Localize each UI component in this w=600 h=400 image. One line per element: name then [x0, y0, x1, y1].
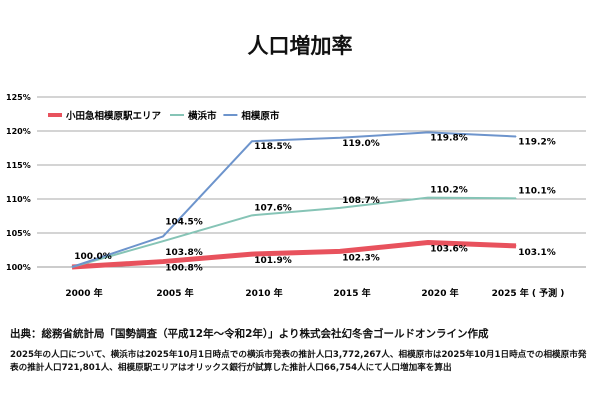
- data-point: [71, 266, 73, 268]
- y-tick-label: 120%: [6, 127, 31, 136]
- data-label: 118.5%: [254, 142, 292, 152]
- x-tick-label: 2000 年: [65, 287, 102, 299]
- data-point: [251, 253, 253, 255]
- x-tick-label: 2025 年 ( 予測 ): [492, 287, 565, 299]
- data-label: 110.2%: [430, 186, 468, 196]
- data-label: 101.9%: [254, 256, 292, 266]
- y-tick-label: 110%: [6, 195, 31, 204]
- data-point: [339, 250, 341, 252]
- data-point: [515, 197, 517, 199]
- data-label: 108.7%: [342, 196, 380, 206]
- legend-label: 小田急相模原駅エリア: [65, 110, 162, 122]
- data-point: [162, 261, 164, 263]
- legend-label: 横浜市: [188, 110, 217, 122]
- x-tick-label: 2005 年: [156, 287, 193, 299]
- data-label: 103.6%: [430, 245, 468, 255]
- data-label: 107.6%: [254, 203, 292, 213]
- data-point: [515, 245, 517, 247]
- series-line-0: [71, 240, 517, 270]
- data-point: [427, 242, 429, 244]
- y-tick-label: 105%: [6, 229, 31, 238]
- data-label: 102.3%: [342, 253, 380, 263]
- legend-label: 相模原市: [241, 110, 280, 122]
- x-tick-label: 2010 年: [245, 287, 282, 299]
- note-text: 2025年の人口について、横浜市は2025年10月1日時点での横浜市発表の推計人…: [10, 350, 587, 373]
- data-label: 103.1%: [518, 248, 556, 258]
- data-point: [251, 140, 253, 142]
- data-point: [251, 214, 253, 216]
- data-label: 100.8%: [165, 264, 203, 274]
- series-line-2: [71, 131, 517, 268]
- data-label: 100.0%: [74, 252, 112, 262]
- data-label: 103.8%: [165, 248, 203, 258]
- line-chart: 100% 105% 110% 115% 120% 125% 2000 年 2005 年 2010…: [6, 93, 586, 299]
- x-tick-label: 2015 年: [333, 287, 370, 299]
- data-point: [515, 135, 517, 137]
- y-tick-label: 125%: [6, 93, 31, 102]
- y-tick-label: 115%: [6, 161, 31, 170]
- chart-title: 人口増加率: [247, 34, 353, 58]
- source-text: 出典：総務省統計局「国勢調査（平成12年～令和2年）」より株式会社幻冬舎ゴールド…: [10, 328, 489, 340]
- data-label: 119.2%: [518, 137, 556, 147]
- data-point: [427, 131, 429, 133]
- data-label: 119.8%: [430, 133, 468, 143]
- series-line-1: [71, 196, 517, 268]
- data-point: [427, 197, 429, 199]
- x-tick-label: 2020 年: [421, 287, 458, 299]
- data-label: 104.5%: [165, 217, 203, 227]
- y-tick-label: 100%: [6, 263, 31, 272]
- data-point: [162, 240, 164, 242]
- data-label: 119.0%: [342, 139, 380, 149]
- data-label: 110.1%: [518, 186, 556, 196]
- data-point: [162, 235, 164, 237]
- data-point: [339, 207, 341, 209]
- data-point: [339, 137, 341, 139]
